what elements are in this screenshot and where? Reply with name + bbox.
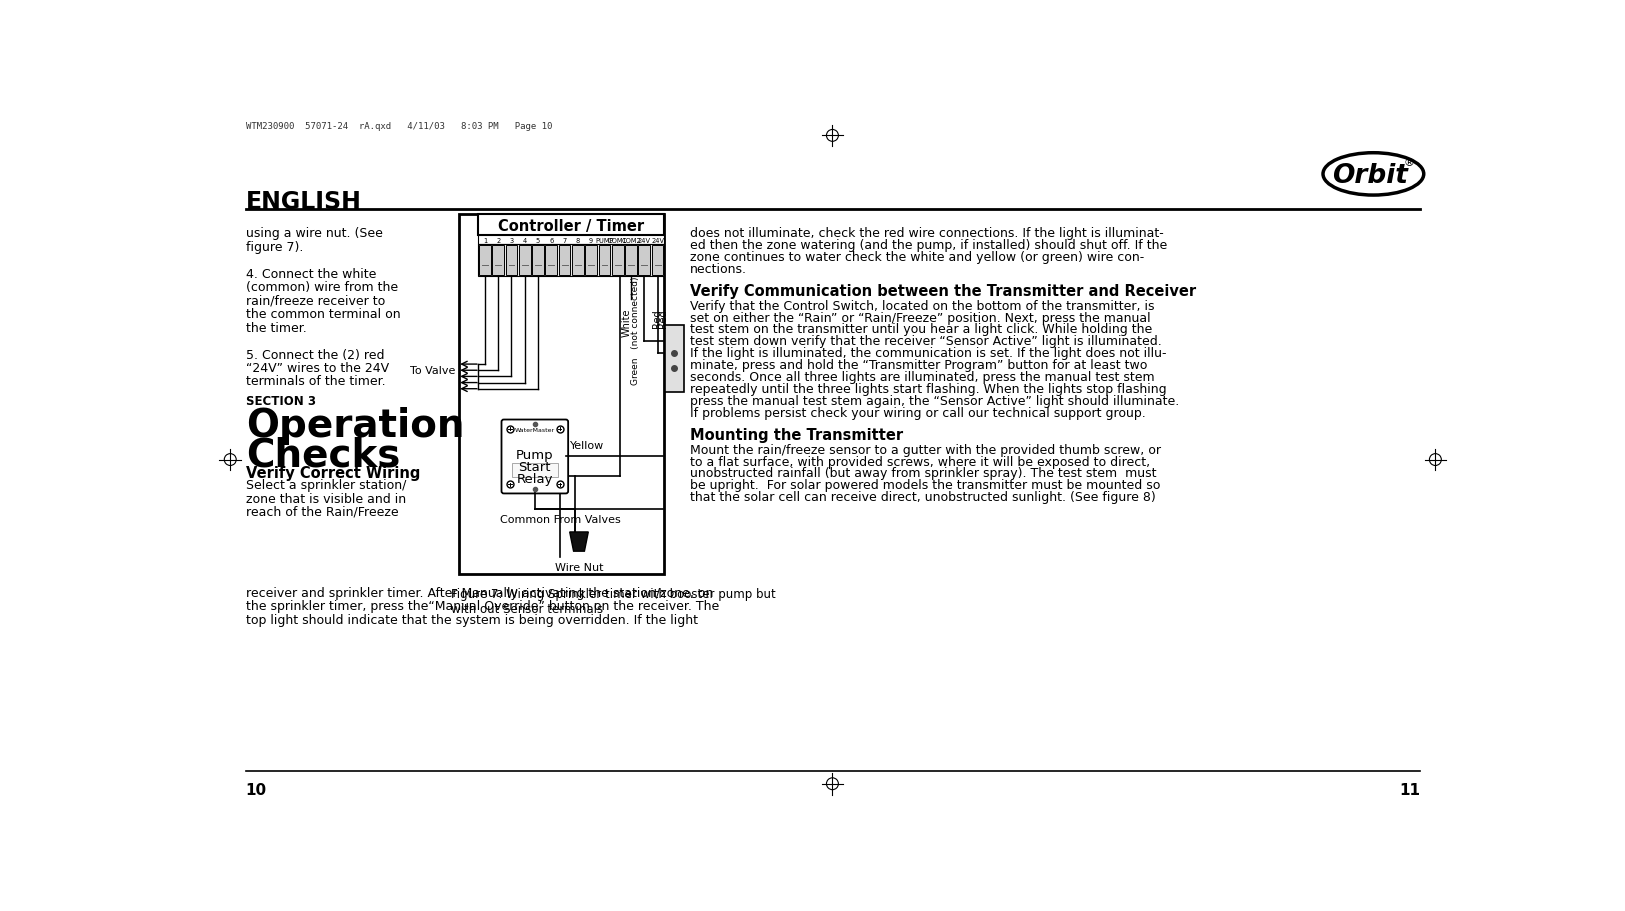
Text: Orbit: Orbit	[1331, 163, 1407, 189]
Text: White: White	[622, 308, 632, 336]
Text: 10: 10	[245, 783, 266, 797]
Text: COM1: COM1	[608, 239, 627, 244]
Bar	[585, 245, 596, 275]
Bar	[478, 236, 665, 245]
Text: set on either the “Rain” or “Rain/Freeze” position. Next, press the manual: set on either the “Rain” or “Rain/Freeze…	[691, 312, 1150, 324]
Text: unobstructed rainfall (but away from sprinkler spray). The test stem  must: unobstructed rainfall (but away from spr…	[691, 467, 1157, 480]
Bar	[492, 245, 504, 275]
Text: 7: 7	[562, 239, 567, 244]
Text: 24V: 24V	[652, 239, 665, 244]
Text: Verify Correct Wiring: Verify Correct Wiring	[245, 466, 421, 480]
Text: terminals of the timer.: terminals of the timer.	[245, 375, 385, 388]
Text: press the manual test stem again, the “Sensor Active” light should illuminate.: press the manual test stem again, the “S…	[691, 394, 1180, 407]
Text: WaterMaster: WaterMaster	[515, 427, 554, 433]
Bar	[613, 245, 624, 275]
Bar	[512, 464, 557, 477]
Bar	[518, 245, 531, 275]
Text: Red: Red	[658, 309, 668, 328]
Text: zone continues to water check the white and yellow (or green) wire con-: zone continues to water check the white …	[691, 251, 1144, 264]
Text: 24V: 24V	[639, 239, 652, 244]
Bar	[639, 245, 650, 275]
Text: Pump: Pump	[517, 448, 554, 461]
Text: that the solar cell can receive direct, unobstructed sunlight. (See figure 8): that the solar cell can receive direct, …	[691, 491, 1155, 504]
Text: 5. Connect the (2) red: 5. Connect the (2) red	[245, 348, 384, 361]
Text: nections.: nections.	[691, 262, 748, 276]
Text: Checks: Checks	[245, 436, 400, 474]
Text: 8: 8	[575, 239, 580, 244]
Text: (common) wire from the: (common) wire from the	[245, 281, 398, 294]
Text: Figure 7: Wiring Sprinkler timer with booster pump but
with out Sensor terminals: Figure 7: Wiring Sprinkler timer with bo…	[452, 587, 775, 615]
Text: 2: 2	[496, 239, 500, 244]
FancyBboxPatch shape	[665, 325, 684, 393]
Text: Operation: Operation	[245, 407, 465, 445]
Text: the timer.: the timer.	[245, 322, 307, 334]
Text: test stem down verify that the receiver “Sensor Active” light is illuminated.: test stem down verify that the receiver …	[691, 335, 1162, 348]
Text: PUMP: PUMP	[595, 239, 614, 244]
Text: Mounting the Transmitter: Mounting the Transmitter	[691, 428, 904, 443]
Text: ENGLISH: ENGLISH	[245, 190, 362, 214]
Text: 11: 11	[1399, 783, 1420, 797]
Text: receiver and sprinkler timer. After Manually activating the station/zone, on: receiver and sprinkler timer. After Manu…	[245, 586, 713, 599]
Text: “24V” wires to the 24V: “24V” wires to the 24V	[245, 362, 388, 374]
Text: the common terminal on: the common terminal on	[245, 308, 400, 321]
Bar	[572, 245, 583, 275]
Text: test stem on the transmitter until you hear a light click. While holding the: test stem on the transmitter until you h…	[691, 323, 1152, 336]
Text: ®: ®	[1404, 159, 1414, 169]
Text: 6: 6	[549, 239, 554, 244]
Text: 9: 9	[590, 239, 593, 244]
Bar	[479, 245, 491, 275]
Text: Controller / Timer: Controller / Timer	[497, 219, 644, 234]
Text: 3: 3	[509, 239, 514, 244]
Bar	[533, 245, 544, 275]
Text: using a wire nut. (See: using a wire nut. (See	[245, 227, 382, 240]
Text: Select a sprinkler station/: Select a sprinkler station/	[245, 478, 406, 492]
Text: ed then the zone watering (and the pump, if installed) should shut off. If the: ed then the zone watering (and the pump,…	[691, 239, 1167, 252]
Text: Green   (not connected): Green (not connected)	[630, 276, 640, 384]
Text: WTM230900  57071-24  rA.qxd   4/11/03   8:03 PM   Page 10: WTM230900 57071-24 rA.qxd 4/11/03 8:03 P…	[245, 122, 552, 130]
Text: Wire Nut: Wire Nut	[554, 562, 603, 572]
Text: 1: 1	[483, 239, 488, 244]
Text: does not illuminate, check the red wire connections. If the light is illuminat-: does not illuminate, check the red wire …	[691, 227, 1164, 240]
Text: figure 7).: figure 7).	[245, 241, 304, 253]
Text: repeatedly until the three lights start flashing. When the lights stop flashing: repeatedly until the three lights start …	[691, 383, 1167, 395]
Text: Common From Valves: Common From Valves	[500, 515, 621, 524]
Text: minate, press and hold the “Transmitter Program” button for at least two: minate, press and hold the “Transmitter …	[691, 359, 1147, 372]
Bar	[652, 245, 663, 275]
Text: If the light is illuminated, the communication is set. If the light does not ill: If the light is illuminated, the communi…	[691, 347, 1167, 360]
Text: 5: 5	[536, 239, 540, 244]
Text: COM2: COM2	[621, 239, 640, 244]
Text: the sprinkler timer, press the“Manual Override” button on the receiver. The: the sprinkler timer, press the“Manual Ov…	[245, 599, 718, 612]
Polygon shape	[570, 532, 588, 551]
Text: SECTION 3: SECTION 3	[245, 394, 315, 407]
Text: 4: 4	[523, 239, 526, 244]
FancyBboxPatch shape	[502, 420, 569, 494]
Bar	[478, 245, 665, 276]
Text: Start: Start	[518, 460, 551, 474]
Text: reach of the Rain/Freeze: reach of the Rain/Freeze	[245, 506, 398, 518]
Text: seconds. Once all three lights are illuminated, press the manual test stem: seconds. Once all three lights are illum…	[691, 371, 1154, 384]
Bar	[458, 215, 665, 575]
Text: Verify that the Control Switch, located on the bottom of the transmitter, is: Verify that the Control Switch, located …	[691, 300, 1154, 312]
Bar	[546, 245, 557, 275]
Bar	[478, 215, 665, 236]
Text: be upright.  For solar powered models the transmitter must be mounted so: be upright. For solar powered models the…	[691, 479, 1160, 492]
Text: 4. Connect the white: 4. Connect the white	[245, 268, 375, 281]
Text: Mount the rain/freeze sensor to a gutter with the provided thumb screw, or: Mount the rain/freeze sensor to a gutter…	[691, 443, 1160, 456]
Bar	[559, 245, 570, 275]
Text: Relay: Relay	[517, 473, 552, 486]
Text: to a flat surface, with provided screws, where it will be exposed to direct,: to a flat surface, with provided screws,…	[691, 456, 1150, 468]
Bar	[626, 245, 637, 275]
Text: Verify Communication between the Transmitter and Receiver: Verify Communication between the Transmi…	[691, 284, 1196, 299]
Text: rain/freeze receiver to: rain/freeze receiver to	[245, 294, 385, 307]
Bar	[598, 245, 611, 275]
Text: top light should indicate that the system is being overridden. If the light: top light should indicate that the syste…	[245, 613, 697, 626]
Text: If problems persist check your wiring or call our technical support group.: If problems persist check your wiring or…	[691, 406, 1146, 420]
Bar	[505, 245, 517, 275]
Text: zone that is visible and in: zone that is visible and in	[245, 492, 406, 505]
Text: To Valve: To Valve	[410, 366, 455, 376]
Text: Yellow: Yellow	[570, 441, 604, 451]
Text: Red: Red	[652, 309, 661, 328]
